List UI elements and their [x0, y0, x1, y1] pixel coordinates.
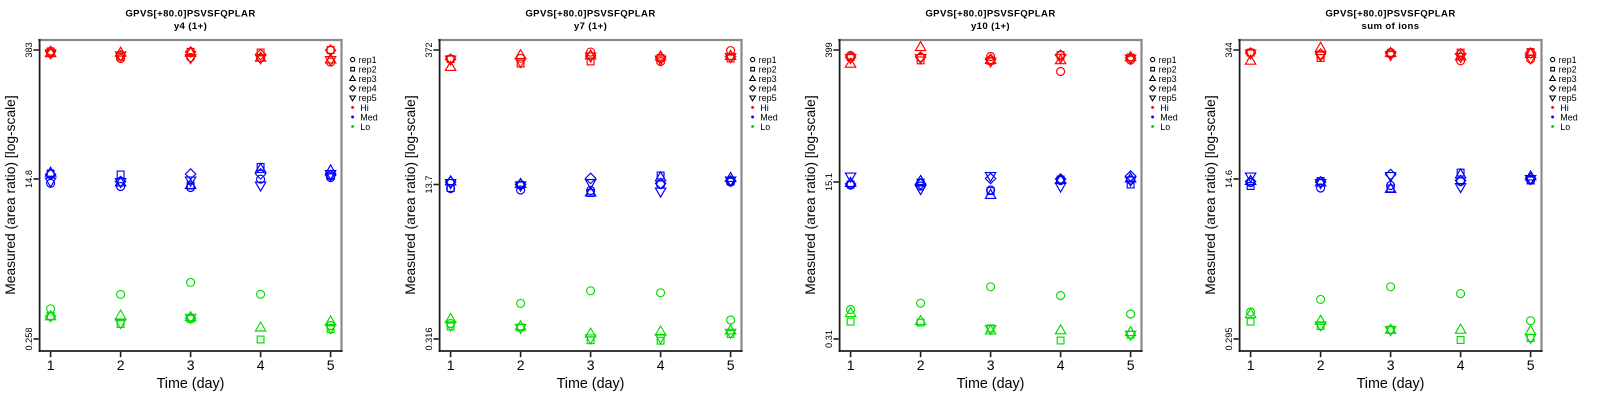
- svg-text:rep5: rep5: [359, 93, 377, 103]
- svg-text:rep4: rep4: [759, 84, 777, 94]
- svg-text:0.295: 0.295: [1224, 328, 1234, 351]
- svg-text:5: 5: [1527, 357, 1535, 373]
- svg-text:Hi: Hi: [760, 103, 769, 113]
- svg-text:Measured (area ratio) [log-sca: Measured (area ratio) [log-scale]: [803, 95, 818, 294]
- svg-text:2: 2: [917, 357, 925, 373]
- svg-text:14.8: 14.8: [24, 170, 34, 188]
- svg-text:rep3: rep3: [359, 74, 377, 84]
- svg-text:Hi: Hi: [1160, 103, 1169, 113]
- svg-text:4: 4: [657, 357, 665, 373]
- svg-text:rep4: rep4: [1559, 84, 1577, 94]
- svg-text:1: 1: [1247, 357, 1255, 373]
- svg-text:GPVS[+80.0]PSVSFQPLAR: GPVS[+80.0]PSVSFQPLAR: [1325, 9, 1455, 20]
- svg-text:2: 2: [117, 357, 125, 373]
- svg-text:13.7: 13.7: [424, 176, 434, 194]
- svg-text:rep3: rep3: [1559, 74, 1577, 84]
- svg-text:0.258: 0.258: [24, 328, 34, 351]
- svg-text:Med: Med: [360, 112, 378, 122]
- svg-text:2: 2: [517, 357, 525, 373]
- svg-text:rep5: rep5: [759, 93, 777, 103]
- svg-text:rep4: rep4: [359, 84, 377, 94]
- svg-text:1: 1: [447, 357, 455, 373]
- svg-text:Measured (area ratio) [log-sca: Measured (area ratio) [log-scale]: [3, 95, 18, 294]
- svg-text:5: 5: [1127, 357, 1135, 373]
- svg-text:Lo: Lo: [760, 122, 770, 132]
- svg-text:3: 3: [987, 357, 995, 373]
- svg-text:Time (day): Time (day): [557, 376, 625, 392]
- svg-text:1: 1: [847, 357, 855, 373]
- svg-text:GPVS[+80.0]PSVSFQPLAR: GPVS[+80.0]PSVSFQPLAR: [925, 9, 1055, 20]
- svg-text:0.316: 0.316: [424, 328, 434, 351]
- svg-text:y10 (1+): y10 (1+): [971, 21, 1010, 32]
- svg-text:rep1: rep1: [759, 55, 777, 65]
- svg-text:sum of ions: sum of ions: [1361, 21, 1419, 32]
- svg-text:Lo: Lo: [1160, 122, 1170, 132]
- svg-text:Med: Med: [1160, 112, 1178, 122]
- svg-text:Med: Med: [760, 112, 778, 122]
- svg-text:rep2: rep2: [1559, 65, 1577, 75]
- svg-text:y7 (1+): y7 (1+): [574, 21, 607, 32]
- svg-text:rep3: rep3: [759, 74, 777, 84]
- svg-text:15.1: 15.1: [824, 173, 834, 191]
- svg-text:rep3: rep3: [1159, 74, 1177, 84]
- svg-text:rep1: rep1: [1159, 55, 1177, 65]
- svg-text:Measured (area ratio) [log-sca: Measured (area ratio) [log-scale]: [1203, 95, 1218, 294]
- svg-text:3: 3: [1387, 357, 1395, 373]
- svg-text:rep1: rep1: [1559, 55, 1577, 65]
- svg-text:Time (day): Time (day): [1357, 376, 1425, 392]
- svg-text:Lo: Lo: [360, 122, 370, 132]
- svg-text:Measured (area ratio) [log-sca: Measured (area ratio) [log-scale]: [403, 95, 418, 294]
- svg-text:GPVS[+80.0]PSVSFQPLAR: GPVS[+80.0]PSVSFQPLAR: [525, 9, 655, 20]
- svg-text:Hi: Hi: [1560, 103, 1569, 113]
- svg-text:rep5: rep5: [1159, 93, 1177, 103]
- svg-text:372: 372: [424, 42, 434, 57]
- svg-text:4: 4: [1457, 357, 1465, 373]
- svg-text:rep5: rep5: [1559, 93, 1577, 103]
- svg-text:Lo: Lo: [1560, 122, 1570, 132]
- svg-text:rep2: rep2: [1159, 65, 1177, 75]
- svg-text:Hi: Hi: [360, 103, 369, 113]
- svg-text:3: 3: [587, 357, 595, 373]
- svg-text:0.31: 0.31: [824, 330, 834, 348]
- svg-text:4: 4: [1057, 357, 1065, 373]
- svg-text:4: 4: [257, 357, 265, 373]
- svg-text:2: 2: [1317, 357, 1325, 373]
- svg-text:GPVS[+80.0]PSVSFQPLAR: GPVS[+80.0]PSVSFQPLAR: [125, 9, 255, 20]
- svg-text:5: 5: [327, 357, 335, 373]
- svg-text:14.6: 14.6: [1224, 170, 1234, 188]
- svg-text:Time (day): Time (day): [957, 376, 1025, 392]
- svg-text:rep2: rep2: [359, 65, 377, 75]
- svg-text:Med: Med: [1560, 112, 1578, 122]
- svg-text:rep4: rep4: [1159, 84, 1177, 94]
- svg-text:5: 5: [727, 357, 735, 373]
- svg-text:3: 3: [187, 357, 195, 373]
- svg-text:y4 (1+): y4 (1+): [174, 21, 207, 32]
- svg-text:344: 344: [1224, 42, 1234, 57]
- svg-text:399: 399: [824, 42, 834, 57]
- svg-text:Time (day): Time (day): [157, 376, 225, 392]
- svg-text:1: 1: [47, 357, 55, 373]
- svg-text:rep1: rep1: [359, 55, 377, 65]
- svg-text:rep2: rep2: [759, 65, 777, 75]
- svg-text:383: 383: [24, 42, 34, 57]
